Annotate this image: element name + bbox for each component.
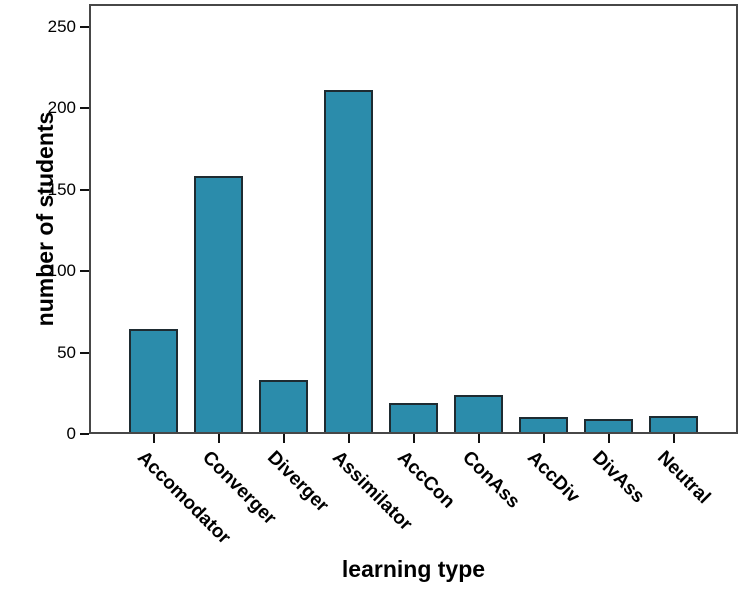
y-tick-label: 150 xyxy=(47,179,76,199)
bar-conass xyxy=(454,395,503,432)
y-tick-label: 50 xyxy=(57,342,76,362)
bar-accdiv xyxy=(519,417,568,432)
y-tick-label: 250 xyxy=(47,16,76,36)
bar-assimilator xyxy=(324,90,373,432)
y-axis-tick xyxy=(80,107,89,110)
x-axis-tick xyxy=(672,434,675,443)
y-axis-tick xyxy=(80,351,89,354)
bar-diverger xyxy=(259,380,308,432)
y-tick-label: 100 xyxy=(47,261,76,281)
x-tick-label-acccon: AccCon xyxy=(392,447,459,513)
bar-converger xyxy=(194,176,243,432)
x-axis-title: learning type xyxy=(341,556,486,582)
bar-acccon xyxy=(389,403,438,432)
y-axis-tick xyxy=(80,188,89,191)
x-axis-tick xyxy=(412,434,415,443)
y-axis-title-text: number of students xyxy=(32,111,58,327)
y-axis-tick xyxy=(80,25,89,28)
x-tick-label-neutral: Neutral xyxy=(652,447,714,509)
y-axis-tick xyxy=(80,433,89,435)
y-tick-label: 200 xyxy=(47,98,76,118)
x-axis-tick xyxy=(282,434,285,443)
plot-area xyxy=(89,4,738,434)
x-axis-tick xyxy=(217,434,220,443)
x-axis-tick xyxy=(477,434,480,443)
x-axis-tick xyxy=(607,434,610,443)
x-axis-tick xyxy=(347,434,350,443)
y-tick-label: 0 xyxy=(66,424,76,443)
bar-neutral xyxy=(649,416,698,432)
x-tick-label-conass: ConAss xyxy=(457,447,524,513)
y-axis-tick xyxy=(80,270,89,273)
x-tick-label-accdiv: AccDiv xyxy=(522,447,584,508)
bar-divass xyxy=(584,419,633,432)
x-tick-label-divass: DivAss xyxy=(587,447,649,508)
x-axis-tick xyxy=(152,434,155,443)
bar-accomodator xyxy=(129,329,178,432)
x-axis-tick xyxy=(542,434,545,443)
